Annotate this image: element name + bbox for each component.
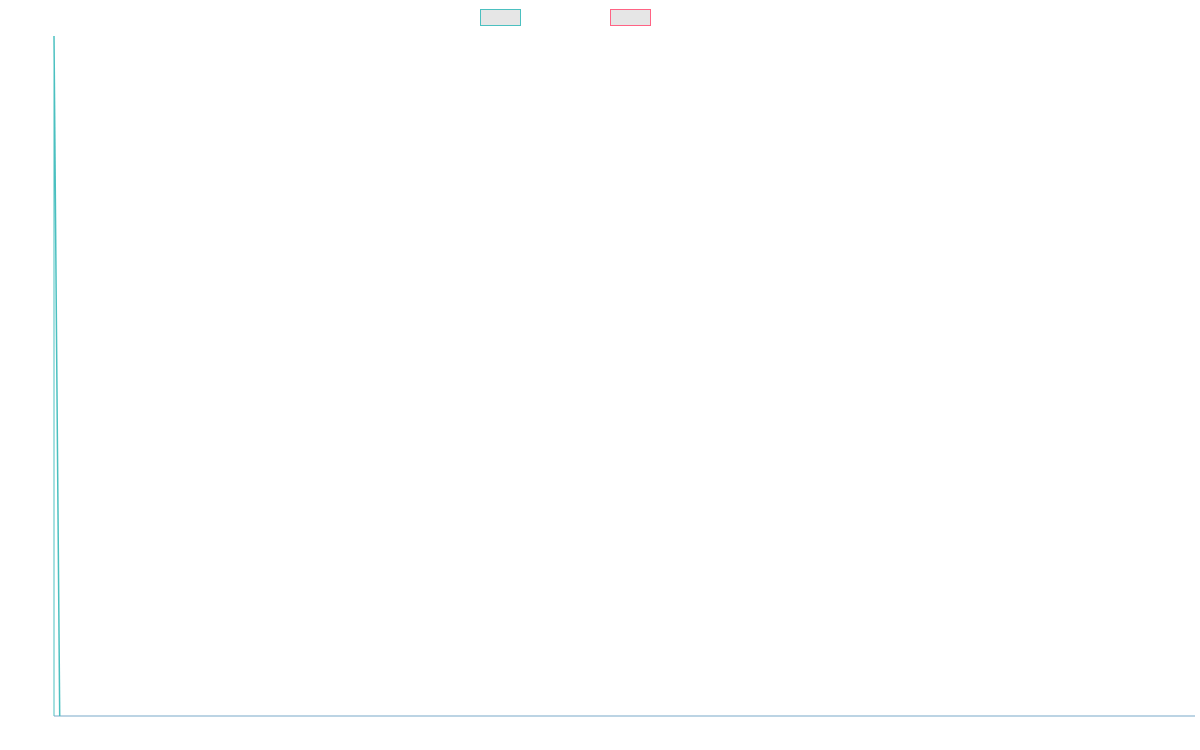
legend [480,9,740,26]
series-line-1 [53,35,61,717]
legend-item-series-1[interactable] [480,9,527,26]
series-layer [53,35,61,717]
legend-swatch-series-2 [610,9,651,26]
legend-item-series-2[interactable] [610,9,657,26]
legend-swatch-series-1 [480,9,521,26]
